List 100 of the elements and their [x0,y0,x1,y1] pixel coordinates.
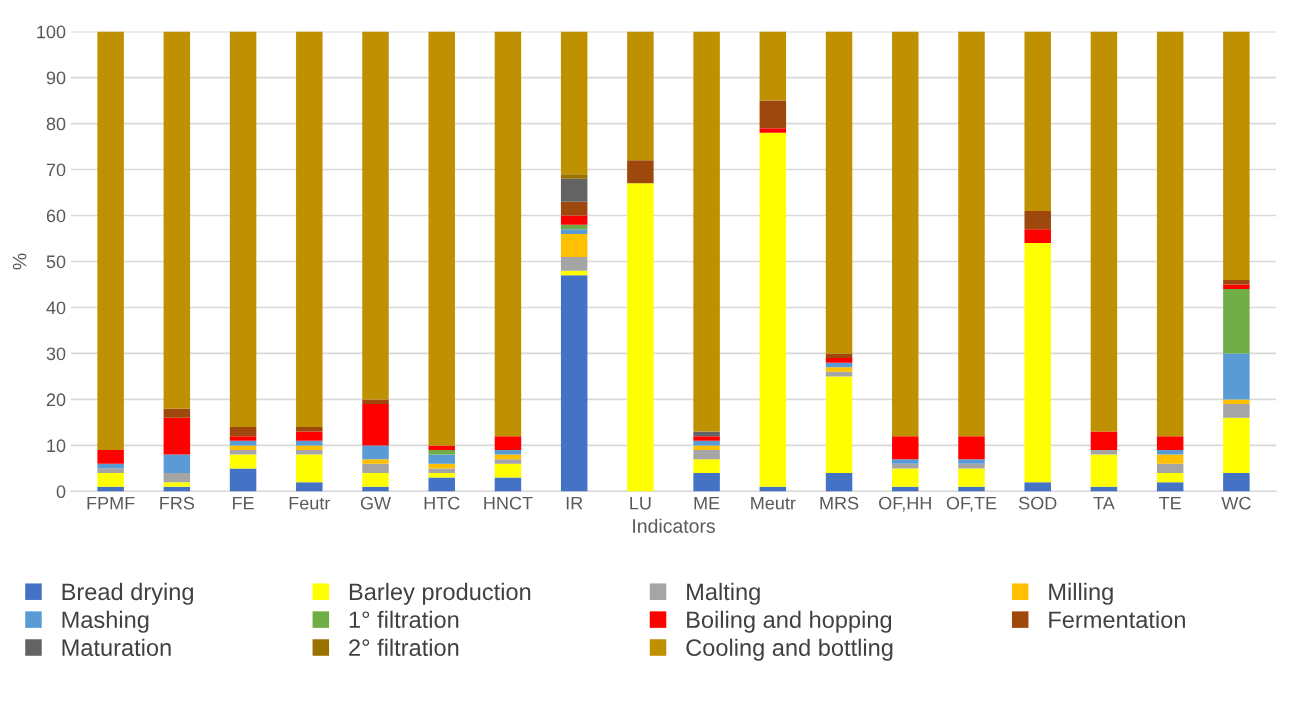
bar [825,31,853,354]
y-tick-label: 90 [46,71,66,85]
x-tick-label: ME [694,496,720,510]
bar [362,459,389,464]
x-tick-label: LU [630,496,651,510]
x-tick-label: OF,HH [879,496,931,512]
bar [1223,399,1250,405]
bar [825,376,853,474]
bar [892,436,919,460]
bar [1024,229,1051,244]
bar [494,477,522,492]
bar [825,473,853,492]
bar [1090,450,1118,455]
x-axis-title: Indicators [633,518,715,533]
x-tick-label: FRS [160,496,195,510]
bar [362,31,389,400]
bar [428,450,455,455]
bar [97,473,124,487]
bar [693,450,720,460]
bar [296,31,323,428]
bar [627,183,654,492]
bar [1090,454,1118,487]
y-tick-label: 30 [46,347,66,361]
x-tick-label: Meutr [751,496,796,510]
bar [229,427,257,437]
legend-label: Boiling and hopping [687,610,892,633]
bar [296,454,323,483]
bar [892,468,919,487]
bar [693,31,720,432]
bar [1024,243,1051,483]
bar [229,436,257,441]
bar [560,229,588,234]
legend-label: Maturation [62,638,171,657]
legend-label: Mashing [62,610,149,633]
y-tick-label: 50 [46,255,66,269]
bar [163,482,191,487]
bar [97,31,124,451]
legend-label: Cooling and bottling [686,638,893,661]
bar [892,31,919,437]
bar [428,31,455,446]
bar [296,450,323,455]
x-tick-label: IR [566,496,583,510]
bar [1156,436,1184,451]
legend-label: 2° filtration [349,638,459,657]
x-tick-label: FPMF [87,496,135,510]
bar [825,367,853,372]
bar [1223,284,1250,290]
y-tick-label: 60 [46,209,66,223]
bar [1090,31,1118,432]
y-tick-label: 100 [37,25,66,39]
bar [362,445,389,460]
bar [759,132,787,487]
x-tick-label: TA [1093,496,1115,510]
bar [1156,482,1184,492]
x-tick-label: TE [1159,496,1181,510]
bar [163,31,191,409]
legend-label: Bread drying [62,582,193,605]
bar [958,31,985,437]
bar [1024,210,1051,230]
bar [362,463,389,474]
bar [428,473,455,478]
x-tick-label: HNCT [484,496,533,510]
legend-label: Malting [687,582,760,605]
x-tick-label: OF,TE [946,496,997,512]
bar [428,445,455,451]
x-tick-label: GW [360,496,391,510]
bar [693,473,720,492]
bar [494,436,522,451]
bar [1223,417,1250,474]
bar [163,417,191,455]
y-tick-label: 40 [46,301,66,315]
bar [825,358,853,363]
bar [693,436,720,441]
bar [296,445,323,451]
x-tick-label: FE [233,496,254,510]
bar [1156,454,1184,464]
bar [229,468,257,492]
bar [1090,431,1118,451]
bar [1223,353,1250,400]
bar [759,100,787,129]
bar [1024,482,1051,492]
bar [560,178,588,202]
x-tick-label: HTC [424,496,460,510]
x-tick-label: SOD [1018,496,1057,510]
bar [494,31,522,437]
bar [1024,31,1051,211]
bar [97,450,124,464]
bar [693,445,720,451]
bar [560,215,588,225]
x-tick-label: MRS [820,496,859,510]
y-tick-label: 20 [46,393,66,407]
bar [560,275,588,492]
bar [1223,31,1250,280]
bar [494,463,522,478]
bar [428,468,455,474]
bar [958,468,985,487]
bar [428,477,455,492]
bar [1156,473,1184,483]
bar [560,174,588,179]
bar [1156,31,1184,437]
